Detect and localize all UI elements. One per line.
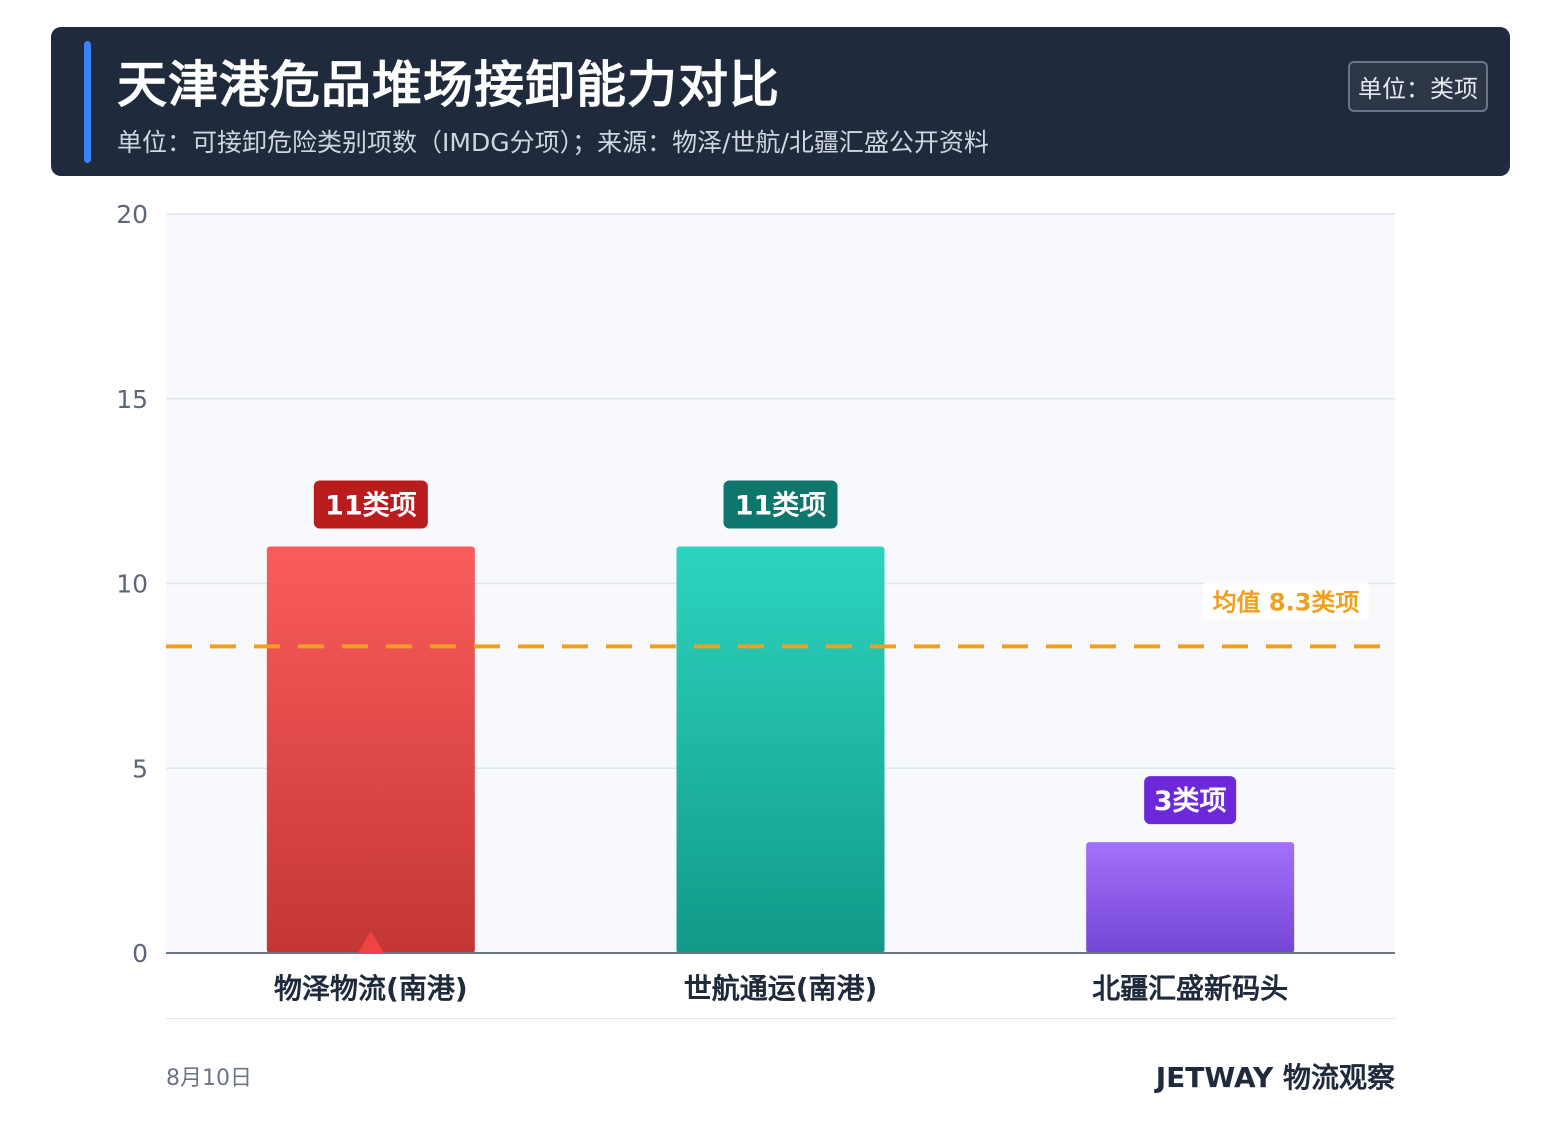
y-tick-label: 10 (116, 570, 148, 599)
average-label-bg (1203, 582, 1369, 621)
unit-badge: 单位：类项 (1348, 61, 1488, 112)
bar (1086, 842, 1295, 953)
value-label: 11类项 (735, 491, 827, 522)
value-label: 11类项 (325, 491, 417, 522)
value-label-badge (313, 480, 428, 529)
value-labels: 11类项 11类项 3类项 (313, 480, 1237, 825)
bar (266, 546, 475, 953)
footer-divider (166, 1018, 1395, 1019)
header-accent-bar (84, 41, 91, 163)
x-tick-label: 北疆汇盛新码头 (1092, 972, 1288, 1005)
y-tick-label: 20 (116, 200, 148, 229)
average-line-group: 均值 8.3类项 (166, 582, 1395, 649)
header-banner: 天津港危品堆场接卸能力对比 单位：可接卸危险类别项数（IMDG分项）；来源：物泽… (51, 27, 1510, 176)
bar (676, 546, 885, 953)
chart-subtitle: 单位：可接卸危险类别项数（IMDG分项）；来源：物泽/世航/北疆汇盛公开资料 (117, 128, 989, 157)
x-tick-label: 世航通运(南港) (684, 972, 878, 1005)
y-tick-label: 5 (132, 754, 148, 783)
x-axis-ticks: 物泽物流(南港) 世航通运(南港) 北疆汇盛新码头 (274, 931, 1288, 1005)
x-tick-label: 物泽物流(南港) (274, 972, 468, 1005)
average-label: 均值 8.3类项 (1213, 588, 1360, 616)
y-axis-ticks: 0 5 10 15 20 (116, 200, 148, 968)
y-tick-label: 0 (132, 939, 148, 968)
value-label-badge (1144, 776, 1237, 825)
y-tick-label: 15 (116, 385, 148, 414)
highlight-marker-icon (357, 931, 384, 953)
value-label-badge (723, 480, 838, 529)
value-label: 3类项 (1154, 786, 1227, 817)
footer-brand: JETWAY 物流观察 (1155, 1061, 1395, 1094)
footer-date: 8月10日 (166, 1066, 252, 1091)
chart-title: 天津港危品堆场接卸能力对比 (117, 56, 780, 114)
